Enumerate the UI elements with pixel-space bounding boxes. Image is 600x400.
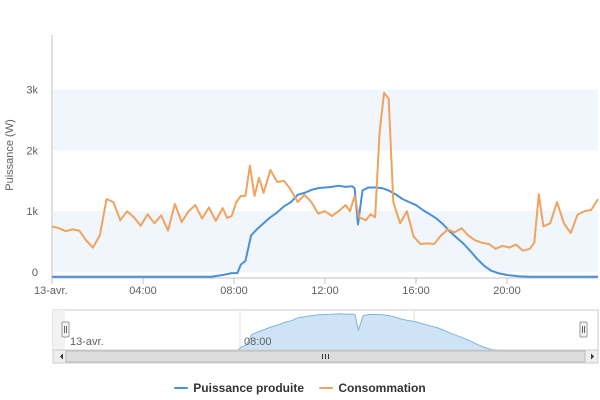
y-tick-label: 1k	[26, 206, 38, 218]
y-tick-label: 2k	[26, 145, 38, 157]
x-tick-label: 13-avr.	[34, 285, 68, 297]
x-tick-label: 08:00	[220, 285, 248, 297]
y-axis-label: Puissance (W)	[4, 119, 16, 191]
legend-item-produced[interactable]: Puissance produite	[174, 381, 304, 395]
x-tick-label: 16:00	[402, 285, 430, 297]
navigator-handle-left[interactable]	[61, 321, 70, 338]
navigator[interactable]: 13-avr. 08:00	[52, 309, 599, 351]
x-axis-ticks: 13-avr. 04:00 08:00 12:00 16:00 20:00	[34, 278, 521, 297]
scrollbar-grip-icon	[322, 354, 329, 359]
chart-legend: Puissance produite Consommation	[0, 378, 600, 395]
navigator-series-area	[53, 313, 598, 351]
x-tick-label: 04:00	[129, 285, 157, 297]
y-tick-label: 0	[32, 267, 38, 279]
legend-line-icon	[174, 387, 189, 389]
legend-label-produced: Puissance produite	[193, 381, 304, 395]
y-tick-label: 3k	[26, 85, 38, 97]
scroll-left-arrow-icon[interactable]	[60, 353, 63, 360]
scroll-right-arrow-icon[interactable]	[591, 353, 594, 360]
navigator-handle-right[interactable]	[579, 321, 588, 338]
legend-label-consumption: Consommation	[338, 381, 426, 395]
series-group	[51, 91, 599, 278]
x-tick-label: 12:00	[311, 285, 339, 297]
navigator-mid-label: 08:00	[244, 336, 272, 348]
series-line-consumption	[51, 91, 599, 252]
legend-line-icon	[319, 387, 334, 389]
plot-band	[53, 89, 598, 151]
plot-bands	[53, 89, 598, 272]
navigator-outside-left	[53, 310, 65, 350]
plot-band	[53, 211, 598, 272]
legend-item-consumption[interactable]: Consommation	[319, 381, 426, 395]
y-axis-ticks: 0 1k 2k 3k	[26, 85, 38, 279]
x-tick-label: 20:00	[493, 285, 521, 297]
navigator-start-label: 13-avr.	[70, 336, 104, 348]
scrollbar[interactable]	[52, 349, 599, 364]
